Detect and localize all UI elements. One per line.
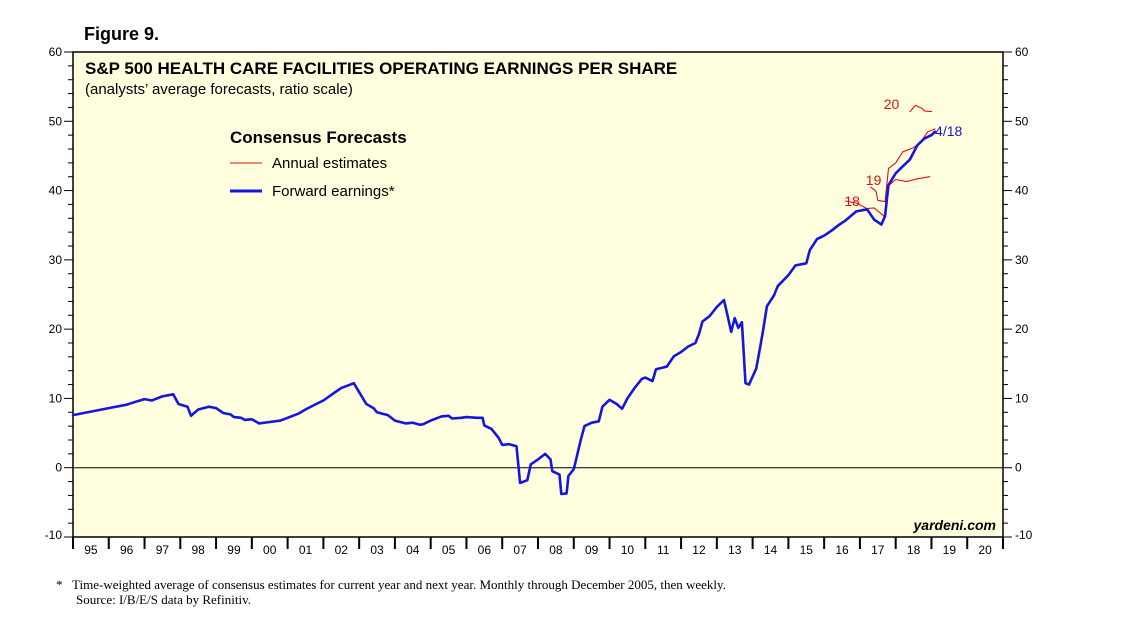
y-tick-label-right: -10 xyxy=(1015,528,1033,542)
x-tick-label: 10 xyxy=(621,543,635,557)
series-annual-estimate xyxy=(909,104,933,113)
x-tick-label: 96 xyxy=(120,543,134,557)
x-tick-label: 20 xyxy=(978,543,992,557)
y-tick-label-left: 30 xyxy=(49,253,63,267)
x-tick-label: 06 xyxy=(478,543,492,557)
legend-entry: Annual estimates xyxy=(272,155,387,172)
footnote: * Time-weighted average of consensus est… xyxy=(56,577,726,607)
watermark: yardeni.com xyxy=(913,517,996,533)
x-tick-label: 13 xyxy=(728,543,742,557)
x-tick-label: 04 xyxy=(406,543,420,557)
legend-title: Consensus Forecasts xyxy=(230,128,407,147)
x-tick-label: 12 xyxy=(692,543,706,557)
x-tick-label: 14 xyxy=(764,543,778,557)
footnote-marker: * xyxy=(56,577,63,592)
annotation-label: 20 xyxy=(884,96,900,112)
y-tick-label-right: 10 xyxy=(1015,391,1029,405)
x-tick-label: 95 xyxy=(84,543,98,557)
y-tick-label-right: 20 xyxy=(1015,322,1029,336)
x-tick-label: 11 xyxy=(657,543,670,557)
x-tick-label: 08 xyxy=(549,543,563,557)
annotation-label: 18 xyxy=(844,193,860,209)
y-tick-label-left: 20 xyxy=(49,322,63,336)
x-tick-label: 00 xyxy=(263,543,277,557)
y-tick-label-left: 10 xyxy=(49,391,63,405)
x-tick-label: 01 xyxy=(299,543,313,557)
x-tick-label: 19 xyxy=(943,543,957,557)
y-tick-label-left: 0 xyxy=(55,461,62,475)
legend-entry: Forward earnings* xyxy=(272,183,395,200)
x-tick-label: 17 xyxy=(871,543,885,557)
x-tick-label: 09 xyxy=(585,543,599,557)
x-tick-label: 97 xyxy=(156,543,170,557)
x-tick-label: 15 xyxy=(800,543,814,557)
x-tick-label: 05 xyxy=(442,543,456,557)
chart-subtitle: (analysts’ average forecasts, ratio scal… xyxy=(85,81,353,98)
x-tick-label: 02 xyxy=(335,543,349,557)
chart-title: S&P 500 HEALTH CARE FACILITIES OPERATING… xyxy=(85,59,677,78)
y-tick-label-right: 30 xyxy=(1015,253,1029,267)
x-tick-label: 07 xyxy=(513,543,527,557)
annotation-label: 4/18 xyxy=(935,123,962,139)
x-tick-label: 03 xyxy=(370,543,384,557)
x-tick-label: 99 xyxy=(227,543,241,557)
plot-area xyxy=(72,51,1004,538)
annotation-label: 19 xyxy=(866,172,882,188)
x-tick-label: 18 xyxy=(907,543,921,557)
y-tick-label-left: 40 xyxy=(49,184,63,198)
y-tick-label-left: 60 xyxy=(49,45,63,59)
x-tick-label: 98 xyxy=(192,543,206,557)
y-tick-label-right: 0 xyxy=(1015,461,1022,475)
series-forward-earnings xyxy=(71,130,937,496)
y-tick-label-right: 40 xyxy=(1015,184,1029,198)
y-tick-label-left: -10 xyxy=(45,528,63,542)
footnote-note: Time-weighted average of consensus estim… xyxy=(72,577,726,592)
footnote-source: Source: I/B/E/S data by Refinitiv. xyxy=(76,592,251,607)
x-tick-label: 16 xyxy=(835,543,849,557)
y-tick-label-right: 60 xyxy=(1015,45,1029,59)
y-tick-label-left: 50 xyxy=(49,114,63,128)
figure-label: Figure 9. xyxy=(84,24,160,44)
y-tick-label-right: 50 xyxy=(1015,114,1029,128)
